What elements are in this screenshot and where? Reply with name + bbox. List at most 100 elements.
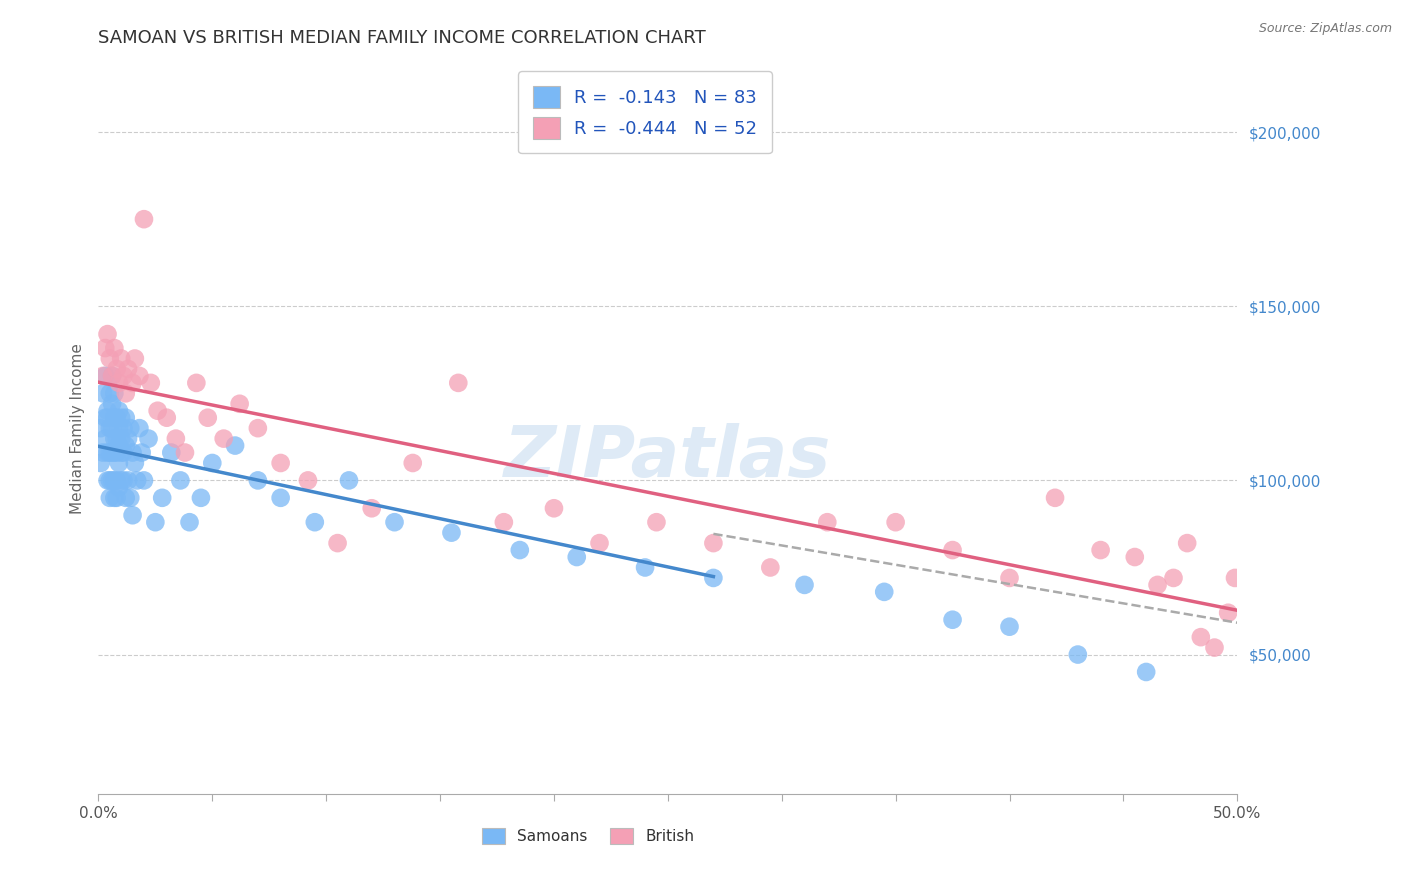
Point [94, 410, 117, 425]
Point [114, 491, 136, 505]
Point [94, 341, 117, 355]
Point [91, 445, 114, 459]
Point [145, 515, 167, 529]
Point [105, 445, 128, 459]
Point [1123, 549, 1146, 564]
Point [101, 474, 124, 488]
Point [96, 403, 118, 417]
Point [702, 536, 724, 550]
Point [873, 585, 896, 599]
Point [759, 560, 782, 574]
Point [1163, 571, 1185, 585]
Point [246, 421, 269, 435]
Y-axis label: Median Family Income: Median Family Income [69, 343, 84, 514]
Point [1067, 648, 1090, 662]
Point [1204, 640, 1226, 655]
Point [447, 376, 470, 390]
Point [110, 410, 132, 425]
Point [96, 445, 118, 459]
Point [108, 456, 131, 470]
Point [509, 543, 531, 558]
Point [96, 327, 118, 342]
Point [884, 515, 907, 529]
Point [146, 403, 169, 417]
Point [124, 351, 146, 366]
Point [101, 445, 124, 459]
Point [98, 474, 121, 488]
Text: Source: ZipAtlas.com: Source: ZipAtlas.com [1258, 22, 1392, 36]
Point [103, 386, 125, 401]
Text: ZIPatlas: ZIPatlas [505, 423, 831, 491]
Point [384, 515, 406, 529]
Point [326, 536, 349, 550]
Point [98, 386, 121, 401]
Point [121, 508, 143, 523]
Point [702, 571, 724, 585]
Point [139, 376, 162, 390]
Point [94, 432, 117, 446]
Point [103, 474, 125, 488]
Point [105, 474, 128, 488]
Point [112, 421, 135, 435]
Point [108, 403, 131, 417]
Point [105, 410, 128, 425]
Point [793, 578, 815, 592]
Point [440, 525, 463, 540]
Point [815, 515, 838, 529]
Point [117, 432, 139, 446]
Point [98, 445, 121, 459]
Point [190, 491, 212, 505]
Point [228, 397, 250, 411]
Point [212, 432, 235, 446]
Point [90, 421, 112, 435]
Point [121, 376, 143, 390]
Point [90, 456, 112, 470]
Point [117, 362, 139, 376]
Point [96, 410, 118, 425]
Point [1090, 543, 1112, 558]
Point [304, 515, 326, 529]
Point [96, 474, 118, 488]
Point [1146, 578, 1168, 592]
Point [131, 445, 153, 459]
Point [1043, 491, 1066, 505]
Point [124, 456, 146, 470]
Point [160, 445, 183, 459]
Point [165, 432, 187, 446]
Point [114, 386, 136, 401]
Point [127, 474, 149, 488]
Point [998, 620, 1021, 634]
Point [150, 491, 173, 505]
Point [588, 536, 610, 550]
Point [138, 432, 160, 446]
Point [942, 543, 965, 558]
Point [543, 501, 565, 516]
Point [120, 421, 142, 435]
Point [110, 474, 132, 488]
Point [174, 445, 197, 459]
Point [103, 445, 125, 459]
Point [246, 474, 269, 488]
Point [105, 432, 128, 446]
Point [1175, 536, 1198, 550]
Point [91, 386, 114, 401]
Point [360, 501, 382, 516]
Point [634, 560, 657, 574]
Text: SAMOAN VS BRITISH MEDIAN FAMILY INCOME CORRELATION CHART: SAMOAN VS BRITISH MEDIAN FAMILY INCOME C… [98, 29, 706, 47]
Point [201, 456, 224, 470]
Point [197, 410, 219, 425]
Point [110, 445, 132, 459]
Point [103, 410, 125, 425]
Point [1218, 606, 1240, 620]
Point [103, 341, 125, 355]
Point [132, 212, 155, 227]
Point [114, 439, 136, 453]
Point [105, 491, 128, 505]
Point [117, 474, 139, 488]
Point [645, 515, 668, 529]
Point [565, 549, 588, 564]
Point [224, 439, 246, 453]
Point [103, 432, 125, 446]
Legend: Samoans, British: Samoans, British [474, 821, 702, 852]
Point [112, 445, 135, 459]
